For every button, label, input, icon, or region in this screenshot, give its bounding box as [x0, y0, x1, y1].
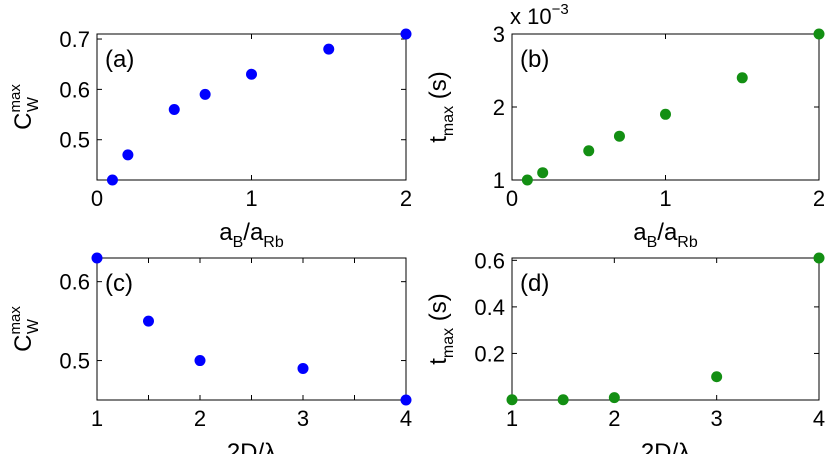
data-point: [506, 394, 518, 406]
data-point: [608, 392, 620, 404]
data-point: [143, 315, 154, 327]
data-point: [323, 43, 335, 55]
y-axis-label: CmaxW: [7, 306, 42, 352]
data-point: [246, 68, 257, 80]
y-tick-label: 0.4: [474, 295, 505, 320]
x-tick-label: 3: [711, 406, 723, 431]
y-tick-label: 3: [493, 22, 505, 47]
y-tick-label: 0.6: [59, 270, 90, 295]
data-point: [194, 355, 206, 367]
y-axis-label: tmax (s): [425, 71, 457, 143]
x-axis-label: aB/aRb: [633, 219, 698, 251]
panel-label: (b): [520, 46, 549, 73]
y-tick-label: 0.5: [59, 128, 90, 153]
x-tick-label: 4: [813, 406, 825, 431]
data-point: [400, 394, 412, 406]
data-point: [711, 371, 723, 383]
data-point: [813, 28, 825, 40]
data-point: [91, 252, 103, 264]
plot-frame: [96, 257, 407, 401]
x-tick-label: 3: [297, 406, 309, 431]
x-tick-label: 2: [194, 406, 206, 431]
y-tick-label: 1: [493, 168, 505, 193]
plot-frame: [96, 33, 407, 181]
axis-exponent: x 10−3: [510, 1, 569, 29]
y-tick-label: 0.6: [59, 77, 90, 102]
panel-label: (c): [105, 270, 133, 297]
x-axis-label: 2D/λ: [641, 439, 690, 454]
panel-c: 1 2 3 4 0.5 0.6 (c) 2D/λ CmaxW: [7, 252, 412, 454]
data-point: [557, 394, 569, 406]
y-tick-label: 0.2: [474, 341, 505, 366]
x-tick-label: 4: [400, 406, 412, 431]
x-tick-label: 1: [245, 186, 257, 211]
x-axis-label: aB/aRb: [219, 219, 284, 251]
x-tick-label: 0: [91, 186, 103, 211]
data-point: [537, 167, 549, 179]
panel-d: 1 2 3 4 0.2 0.4 0.6 (d) 2D/λ tmax (s): [425, 248, 825, 454]
panel-label: (d): [520, 270, 549, 297]
plot-frame: [511, 33, 820, 181]
y-tick-label: 0.5: [59, 349, 90, 374]
data-point: [106, 174, 118, 186]
data-point: [168, 104, 180, 116]
x-axis-label: 2D/λ: [227, 439, 276, 454]
x-tick-label: 1: [506, 406, 518, 431]
data-point: [400, 28, 412, 40]
data-point: [583, 145, 595, 157]
data-point: [122, 149, 134, 161]
y-axis-label: CmaxW: [7, 84, 42, 130]
y-axis-label: tmax (s): [425, 293, 457, 365]
y-tick-label: 0.7: [59, 27, 90, 52]
x-tick-label: 2: [608, 406, 620, 431]
panel-a: 0 1 2 0.5 0.6 0.7 (a) aB/aRb CmaxW: [7, 27, 412, 251]
x-tick-label: 1: [91, 406, 103, 431]
data-point: [660, 108, 671, 120]
x-tick-label: 0: [506, 186, 518, 211]
data-point: [736, 72, 748, 84]
data-point: [199, 88, 211, 100]
data-point: [813, 252, 825, 264]
data-point: [297, 362, 309, 374]
y-tick-label: 2: [493, 95, 505, 120]
panel-label: (a): [105, 46, 134, 73]
y-tick-label: 0.6: [474, 248, 505, 273]
plot-frame: [511, 257, 820, 401]
data-point: [613, 130, 625, 142]
data-point: [521, 174, 533, 186]
x-tick-label: 1: [659, 186, 671, 211]
x-tick-label: 2: [400, 186, 412, 211]
x-tick-label: 2: [813, 186, 825, 211]
